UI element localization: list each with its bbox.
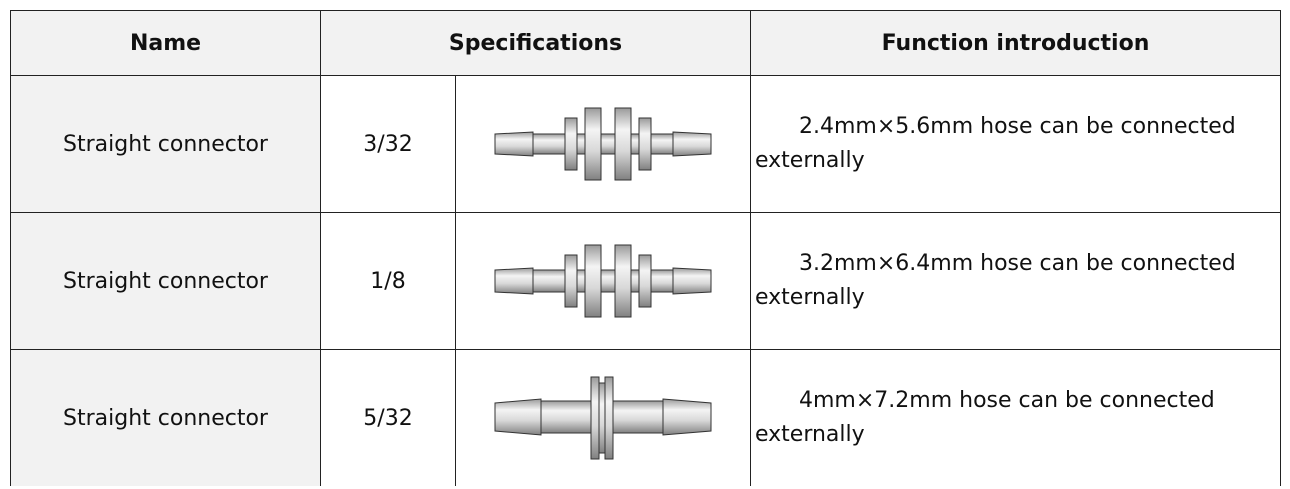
row: Straight connector 3/32 2.4mm×5.6mm hose… [10, 75, 1281, 213]
connector-image [494, 376, 712, 460]
image-cell [455, 349, 751, 486]
function-text: 4mm×7.2mm hose can be connected external… [755, 388, 1215, 447]
function-cell: 2.4mm×5.6mm hose can be connected extern… [750, 75, 1281, 213]
spec-table: Name Specifications Function introductio… [10, 10, 1281, 486]
header-cell: Specifications [320, 10, 751, 76]
spec-cell: 5/32 [320, 349, 456, 486]
header-row: Name Specifications Function introductio… [10, 10, 1281, 76]
image-cell [455, 75, 751, 213]
row: Straight connector 1/8 3.2mm×6.4mm hose … [10, 212, 1281, 350]
function-text: 3.2mm×6.4mm hose can be connected extern… [755, 251, 1236, 310]
name-cell: Straight connector [10, 75, 321, 213]
row: Straight connector 5/32 4mm×7.2mm hose c… [10, 349, 1281, 486]
connector-image [494, 244, 712, 318]
header-cell: Name [10, 10, 321, 76]
name-cell: Straight connector [10, 212, 321, 350]
spec-cell: 3/32 [320, 75, 456, 213]
header-cell: Function introduction [750, 10, 1281, 76]
name-cell: Straight connector [10, 349, 321, 486]
function-text: 2.4mm×5.6mm hose can be connected extern… [755, 114, 1236, 173]
function-cell: 3.2mm×6.4mm hose can be connected extern… [750, 212, 1281, 350]
function-cell: 4mm×7.2mm hose can be connected external… [750, 349, 1281, 486]
image-cell [455, 212, 751, 350]
connector-image [494, 107, 712, 181]
spec-cell: 1/8 [320, 212, 456, 350]
